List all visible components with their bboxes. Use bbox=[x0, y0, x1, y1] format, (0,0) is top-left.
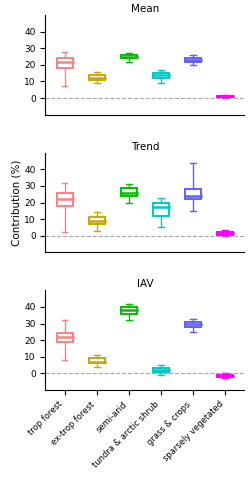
Bar bbox=[121, 307, 137, 314]
Bar bbox=[217, 232, 233, 235]
Bar bbox=[57, 334, 73, 342]
Y-axis label: Contribution (%): Contribution (%) bbox=[11, 160, 21, 246]
Bar bbox=[153, 73, 169, 78]
Bar bbox=[217, 375, 233, 376]
Bar bbox=[153, 368, 169, 372]
Bar bbox=[153, 202, 169, 216]
Bar bbox=[57, 192, 73, 206]
Bar bbox=[89, 358, 105, 364]
Bar bbox=[89, 75, 105, 80]
Title: IAV: IAV bbox=[137, 280, 153, 289]
Bar bbox=[185, 189, 201, 199]
Title: Trend: Trend bbox=[131, 142, 159, 152]
Title: Mean: Mean bbox=[131, 4, 159, 14]
Bar bbox=[121, 55, 137, 58]
Bar bbox=[185, 322, 201, 327]
Bar bbox=[185, 58, 201, 61]
Bar bbox=[217, 96, 233, 98]
Bar bbox=[89, 218, 105, 224]
Bar bbox=[121, 188, 137, 196]
Bar bbox=[57, 58, 73, 68]
